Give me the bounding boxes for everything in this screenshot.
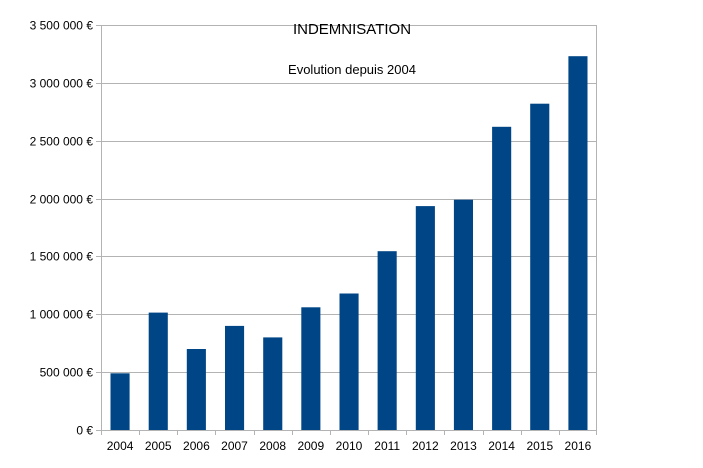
x-tick-label-2015: 2015	[526, 439, 553, 453]
bar-2008	[263, 337, 283, 430]
bar-2015	[530, 103, 550, 430]
bars	[110, 56, 588, 431]
y-tick-label: 3 000 000 €	[30, 77, 94, 91]
x-tick-label-2004: 2004	[107, 439, 134, 453]
x-axis-tick-labels: 2004 2005 2006 2007 2008 2009 2010 2011 2012 2013…	[107, 439, 592, 453]
chart-title: INDEMNISATION	[293, 21, 411, 38]
y-tick-label: 1 000 000 €	[30, 308, 94, 322]
bar-2005	[148, 312, 168, 430]
x-tick-label-2011: 2011	[374, 439, 400, 453]
bar-2007	[225, 325, 245, 430]
x-tick-label-2010: 2010	[336, 439, 363, 453]
bar-2010	[339, 293, 359, 430]
x-tick-label-2016: 2016	[565, 439, 592, 453]
x-tick-label-2009: 2009	[297, 439, 324, 453]
bar-2012	[415, 206, 435, 430]
y-tick-label: 0 €	[76, 424, 93, 438]
bar-2014	[492, 126, 512, 431]
y-axis-tick-labels: 0 € 500 000 € 1 000 000 € 1 500 000 € 2 000 …	[30, 19, 94, 438]
bar-2011	[377, 251, 397, 430]
y-tick-label: 3 500 000 €	[30, 19, 94, 33]
x-tick-label-2008: 2008	[259, 439, 286, 453]
axes	[96, 25, 597, 435]
x-tick-label-2014: 2014	[488, 439, 515, 453]
bar-2009	[301, 307, 321, 430]
chart-subtitle: Evolution depuis 2004	[288, 62, 416, 77]
y-tick-label: 1 500 000 €	[30, 250, 94, 264]
x-tick-label-2005: 2005	[145, 439, 172, 453]
y-tick-label: 2 000 000 €	[30, 193, 94, 207]
bar-2016	[568, 56, 588, 430]
y-tick-label: 2 500 000 €	[30, 135, 94, 149]
y-tick-label: 500 000 €	[40, 366, 94, 380]
bar-2006	[186, 349, 206, 430]
bar-2004	[110, 373, 130, 430]
bar-2013	[453, 199, 473, 430]
x-tick-label-2012: 2012	[412, 439, 439, 453]
x-tick-label-2006: 2006	[183, 439, 210, 453]
x-tick-label-2013: 2013	[450, 439, 477, 453]
x-tick-label-2007: 2007	[221, 439, 248, 453]
